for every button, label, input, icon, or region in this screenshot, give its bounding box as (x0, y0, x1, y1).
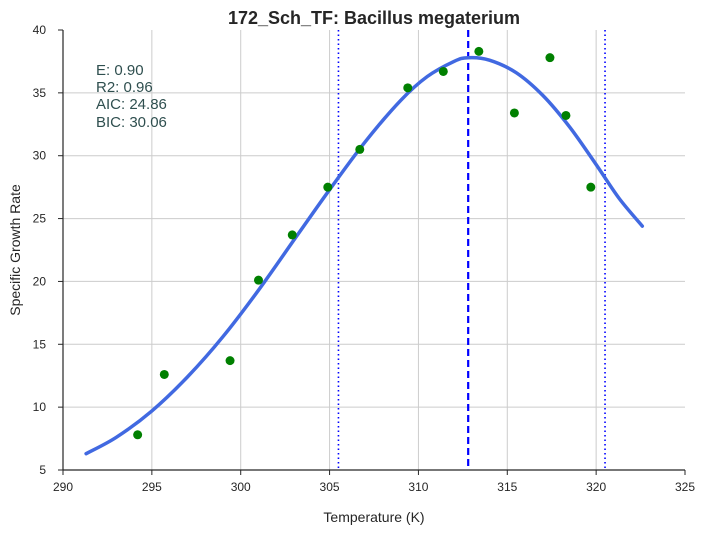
fit-curve-group (84, 55, 645, 456)
data-point (287, 230, 297, 240)
y-tick-label: 25 (33, 212, 47, 226)
x-tick-label: 295 (142, 480, 162, 494)
data-point (133, 430, 143, 440)
data-point (561, 110, 571, 120)
stat-aic: AIC: 24.86 (96, 96, 167, 113)
y-tick-label: 5 (39, 463, 46, 477)
data-point (586, 182, 596, 192)
data-point (355, 144, 365, 154)
y-tick-label: 40 (33, 23, 47, 37)
data-point (545, 53, 555, 63)
x-tick-label: 305 (320, 480, 340, 494)
x-tick-label: 310 (408, 480, 428, 494)
x-tick-label: 300 (231, 480, 251, 494)
data-point (225, 356, 235, 366)
data-point (474, 46, 484, 56)
y-axis-label: Specific Growth Rate (7, 184, 23, 316)
x-tick-label: 315 (497, 480, 517, 494)
stat-bic: BIC: 30.06 (96, 114, 167, 131)
data-point (403, 83, 413, 93)
y-tick-label: 15 (33, 337, 47, 351)
data-point (509, 108, 519, 118)
data-point (323, 182, 333, 192)
y-tick-label: 20 (33, 274, 47, 288)
x-axis-label: Temperature (K) (323, 509, 424, 525)
stat-e: E: 0.90 (96, 62, 144, 79)
data-point (159, 369, 169, 379)
fit-curve (84, 55, 645, 456)
data-point (253, 275, 263, 285)
y-tick-label: 35 (33, 86, 47, 100)
tick-labels: 290 295 300 305 310 315 320 325 5 10 15 20 25 30 35 40 (33, 23, 696, 494)
stat-r2: R2: 0.96 (96, 79, 153, 96)
y-tick-label: 30 (33, 149, 47, 163)
axes (58, 29, 686, 475)
x-tick-label: 290 (53, 480, 73, 494)
chart-title: 172_Sch_TF: Bacillus megaterium (228, 8, 520, 28)
data-point (438, 66, 448, 76)
fit-statistics: E: 0.90 R2: 0.96 AIC: 24.86 BIC: 30.06 (96, 62, 167, 131)
x-tick-label: 320 (586, 480, 606, 494)
grid (63, 30, 685, 470)
x-tick-label: 325 (675, 480, 695, 494)
data-points (133, 46, 596, 440)
y-tick-label: 10 (33, 400, 47, 414)
reference-lines (337, 30, 606, 470)
